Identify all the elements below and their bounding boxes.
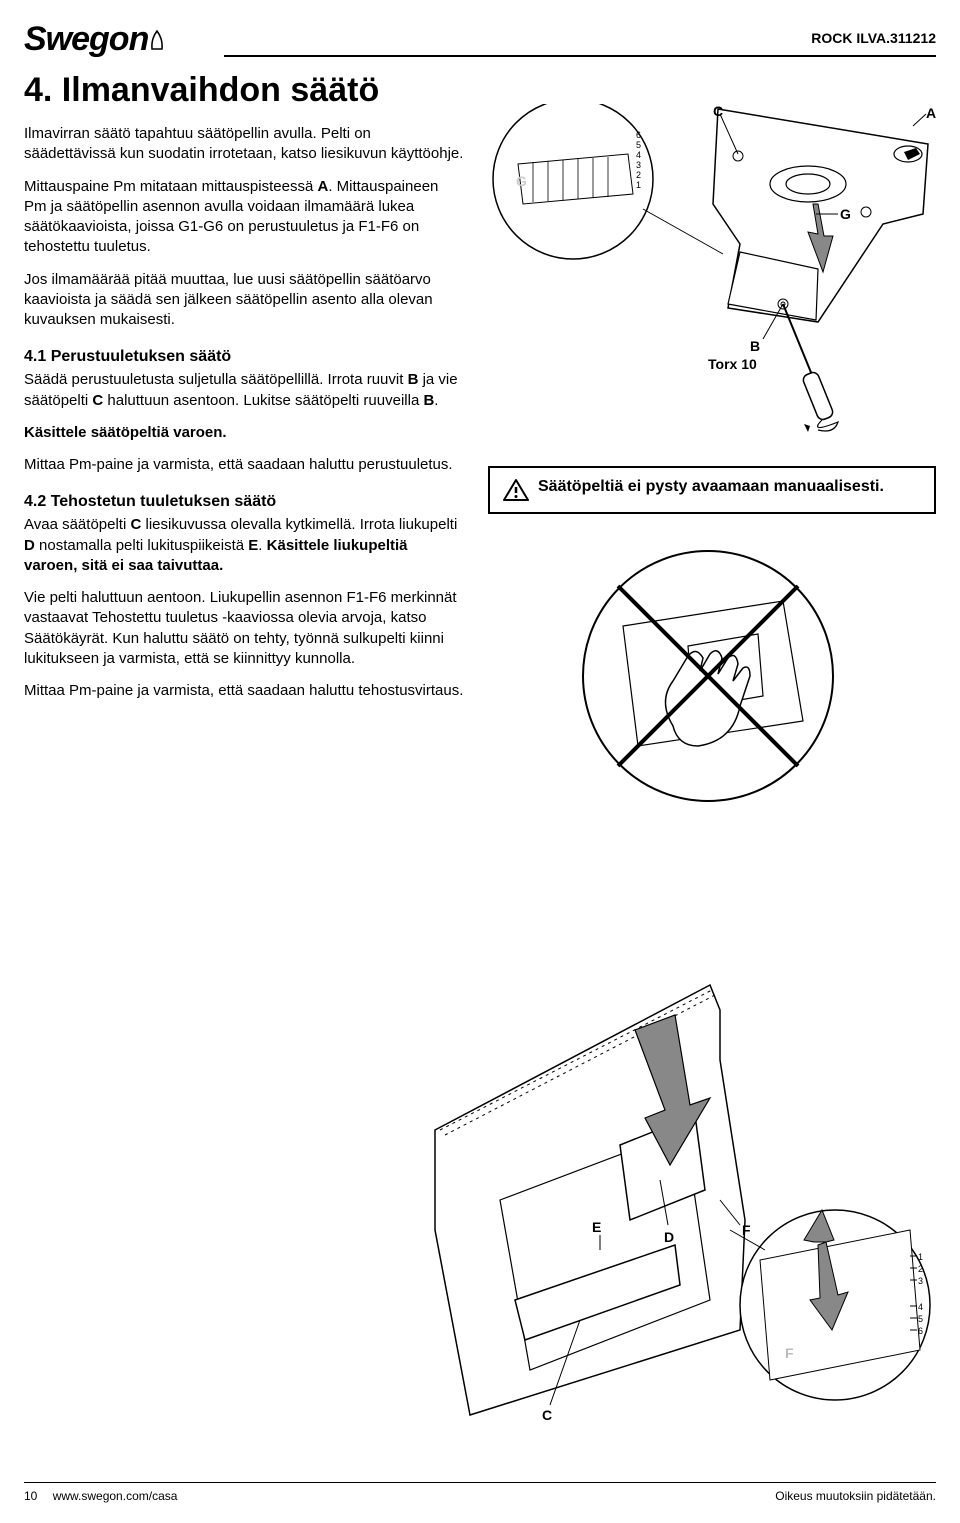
bscale-2: 2 — [918, 1264, 923, 1274]
footer-rights: Oikeus muutoksiin pidätetään. — [775, 1489, 936, 1503]
s41-p1-e: haluttuun asentoon. Lukitse säätöpelti r… — [103, 392, 423, 409]
document-code: ROCK ILVA.311212 — [811, 30, 936, 46]
bottom-diagram: C E D F F 1 2 3 4 5 6 — [420, 970, 940, 1450]
s42-p1-f: E — [248, 537, 258, 554]
scale-5: 5 — [636, 140, 641, 150]
section-41-title: 4.1 Perustuuletuksen säätö — [24, 348, 464, 366]
text-column: Ilmavirran säätö tapahtuu säätöpellin av… — [24, 124, 464, 811]
figure-column: A C G B Torx 10 — [488, 124, 936, 811]
bscale-5: 5 — [918, 1314, 923, 1324]
warning-text: Säätöpeltiä ei pysty avaamaan manuaalise… — [538, 478, 884, 496]
section-42-p3: Mittaa Pm-paine ja varmista, että saadaa… — [24, 681, 464, 701]
intro-p3: Jos ilmamäärää pitää muuttaa, lue uusi s… — [24, 270, 464, 331]
content-columns: Ilmavirran säätö tapahtuu säätöpellin av… — [24, 124, 936, 811]
label-A: A — [926, 105, 936, 121]
logo: Swegon — [24, 20, 164, 59]
s42-p1-a: Avaa säätöpelti — [24, 516, 130, 533]
page-header: Swegon ROCK ILVA.311212 — [24, 20, 936, 59]
bscale-3: 3 — [918, 1276, 923, 1286]
s42-p1-g: . — [258, 537, 266, 554]
bottom-label-E: E — [592, 1219, 601, 1235]
footer-left: 10 www.swegon.com/casa — [24, 1489, 177, 1503]
warning-icon — [502, 478, 530, 502]
label-G: G — [840, 206, 851, 222]
scale-4: 4 — [636, 150, 641, 160]
bottom-label-D: D — [664, 1229, 674, 1245]
middle-diagram — [578, 546, 838, 806]
svg-text:F: F — [785, 1345, 794, 1361]
scale-3: 3 — [636, 160, 641, 170]
scale-2: 2 — [636, 170, 641, 180]
bottom-label-C: C — [542, 1407, 552, 1423]
page-number: 10 — [24, 1489, 37, 1503]
logo-leaf-icon — [150, 29, 164, 51]
s41-p1-d: C — [92, 392, 103, 409]
label-torx: Torx 10 — [708, 356, 757, 372]
section-42-title: 4.2 Tehostetun tuuletuksen säätö — [24, 493, 464, 511]
s42-p1-c: liesikuvussa olevalla kytkimellä. Irrota… — [141, 516, 457, 533]
footer-url: www.swegon.com/casa — [53, 1489, 178, 1503]
bscale-1: 1 — [918, 1252, 923, 1262]
s41-p1-f: B — [423, 392, 434, 409]
section-41-p2: Käsittele säätöpeltiä varoen. — [24, 423, 464, 443]
s42-p1-d: D — [24, 537, 35, 554]
scale-G-letter: G — [516, 173, 527, 189]
intro-p1: Ilmavirran säätö tapahtuu säätöpellin av… — [24, 124, 464, 165]
s41-p1-a: Säädä perustuuletusta suljetulla säätöpe… — [24, 371, 408, 388]
section-42-p2: Vie pelti haluttuun aentoon. Liukupellin… — [24, 588, 464, 669]
scale-6: 6 — [636, 130, 641, 140]
label-B: B — [750, 338, 760, 354]
s41-p1-b: B — [408, 371, 419, 388]
section-41-p3: Mittaa Pm-paine ja varmista, että saadaa… — [24, 455, 464, 475]
top-diagram: A C G B Torx 10 — [488, 104, 936, 444]
bscale-4: 4 — [918, 1302, 923, 1312]
s42-p1-e: nostamalla pelti lukituspiikeistä — [35, 537, 248, 554]
s41-p1-g: . — [434, 392, 438, 409]
logo-text: Swegon — [24, 20, 148, 59]
label-C: C — [713, 104, 723, 119]
scale-1: 1 — [636, 180, 641, 190]
header-rule — [224, 55, 936, 57]
s42-p1-b: C — [130, 516, 141, 533]
intro-p2-b: A — [317, 178, 328, 195]
bscale-6: 6 — [918, 1326, 923, 1336]
warning-box: Säätöpeltiä ei pysty avaamaan manuaalise… — [488, 466, 936, 514]
section-42-p1: Avaa säätöpelti C liesikuvussa olevalla … — [24, 515, 464, 576]
section-41-p1: Säädä perustuuletusta suljetulla säätöpe… — [24, 370, 464, 411]
intro-p2-a: Mittauspaine Pm mitataan mittauspisteess… — [24, 178, 317, 195]
page-footer: 10 www.swegon.com/casa Oikeus muutoksiin… — [24, 1482, 936, 1503]
bottom-label-F: F — [742, 1222, 751, 1238]
intro-p2: Mittauspaine Pm mitataan mittauspisteess… — [24, 177, 464, 258]
